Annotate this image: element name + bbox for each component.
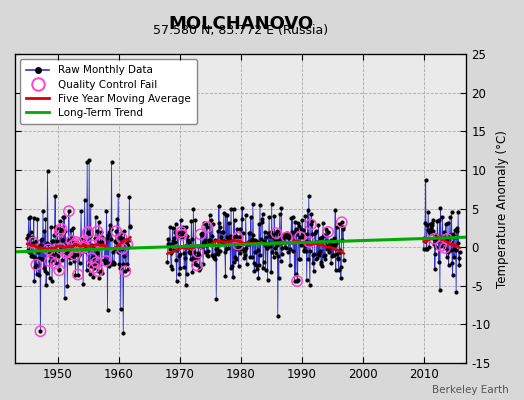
- Point: [293, 278, 301, 284]
- Point: [80, 244, 88, 251]
- Point: [90, 264, 99, 271]
- Text: Berkeley Earth: Berkeley Earth: [432, 385, 508, 395]
- Point: [29, 239, 38, 246]
- Point: [234, 242, 242, 248]
- Point: [94, 268, 102, 274]
- Point: [117, 235, 126, 241]
- Point: [196, 231, 205, 238]
- Point: [305, 239, 313, 245]
- Point: [57, 226, 66, 232]
- Point: [93, 228, 102, 235]
- Point: [92, 259, 101, 266]
- Point: [194, 249, 202, 256]
- Point: [121, 268, 129, 274]
- Point: [178, 232, 186, 238]
- Point: [436, 242, 445, 249]
- Text: 57.580 N, 83.772 E (Russia): 57.580 N, 83.772 E (Russia): [153, 24, 328, 37]
- Point: [88, 242, 96, 248]
- Point: [123, 241, 132, 248]
- Title: MOLCHANOVO: MOLCHANOVO: [168, 15, 313, 33]
- Point: [32, 262, 40, 268]
- Point: [74, 271, 82, 278]
- Point: [45, 246, 53, 253]
- Point: [78, 239, 86, 246]
- Point: [96, 240, 104, 247]
- Point: [177, 229, 185, 235]
- Point: [296, 234, 304, 240]
- Point: [272, 230, 280, 236]
- Point: [112, 228, 121, 234]
- Point: [84, 229, 92, 235]
- Point: [57, 246, 65, 252]
- Point: [443, 236, 451, 242]
- Point: [203, 224, 211, 230]
- Point: [96, 239, 105, 245]
- Point: [71, 252, 79, 258]
- Point: [46, 258, 54, 264]
- Point: [233, 234, 242, 241]
- Point: [55, 267, 63, 274]
- Point: [324, 229, 332, 235]
- Point: [72, 239, 81, 245]
- Point: [88, 255, 96, 261]
- Point: [307, 221, 315, 228]
- Point: [64, 208, 73, 214]
- Point: [67, 238, 75, 244]
- Point: [69, 242, 77, 248]
- Point: [36, 328, 45, 334]
- Point: [83, 230, 92, 236]
- Point: [56, 228, 64, 235]
- Point: [441, 245, 449, 251]
- Point: [62, 250, 71, 256]
- Point: [64, 248, 72, 255]
- Point: [283, 234, 291, 240]
- Legend: Raw Monthly Data, Quality Control Fail, Five Year Moving Average, Long-Term Tren: Raw Monthly Data, Quality Control Fail, …: [20, 59, 197, 124]
- Point: [80, 243, 89, 249]
- Point: [102, 258, 110, 264]
- Point: [118, 246, 126, 252]
- Point: [193, 262, 201, 268]
- Point: [51, 260, 60, 267]
- Point: [430, 236, 439, 242]
- Y-axis label: Temperature Anomaly (°C): Temperature Anomaly (°C): [496, 130, 509, 288]
- Point: [337, 219, 346, 226]
- Point: [73, 244, 81, 250]
